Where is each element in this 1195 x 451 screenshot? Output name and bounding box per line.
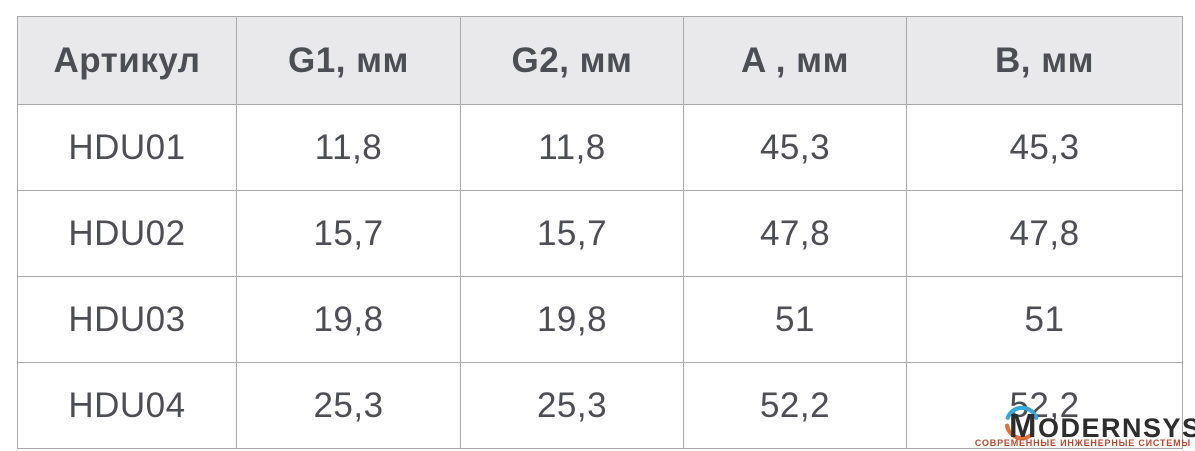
dimensions-table: Артикул G1, мм G2, мм A , мм B, мм HDU01…	[17, 16, 1183, 449]
table-header-row: Артикул G1, мм G2, мм A , мм B, мм	[17, 16, 1183, 105]
cell-a: 51	[683, 276, 907, 363]
modernsys-logo: MODERNSYS СОВРЕМЕННЫЕ ИНЖЕНЕРНЫЕ СИСТЕМЫ	[975, 401, 1195, 451]
column-header-g2: G2, мм	[460, 16, 684, 105]
logo-tagline: СОВРЕМЕННЫЕ ИНЖЕНЕРНЫЕ СИСТЕМЫ	[974, 438, 1191, 448]
column-header-article: Артикул	[17, 16, 237, 105]
cell-article: HDU03	[17, 276, 237, 363]
cell-g2: 25,3	[460, 362, 684, 449]
cell-b: 52,2	[906, 362, 1183, 449]
column-header-g1: G1, мм	[236, 16, 461, 105]
table-row: HDU02 15,7 15,7 47,8 47,8	[17, 190, 1183, 277]
table-row: HDU01 11,8 11,8 45,3 45,3	[17, 104, 1183, 191]
table-row: HDU03 19,8 19,8 51 51	[17, 276, 1183, 363]
cell-a: 52,2	[683, 362, 907, 449]
cell-b: 45,3	[906, 104, 1183, 191]
cell-g1: 19,8	[236, 276, 461, 363]
cell-g1: 11,8	[236, 104, 461, 191]
column-header-a: A , мм	[683, 16, 907, 105]
table-row: HDU04 25,3 25,3 52,2 52,2	[17, 362, 1183, 449]
logo-wordmark: MODERNSYS	[1009, 407, 1195, 444]
cell-b: 47,8	[906, 190, 1183, 277]
cell-g2: 19,8	[460, 276, 684, 363]
cell-article: HDU04	[17, 362, 237, 449]
cell-g1: 25,3	[236, 362, 461, 449]
cell-article: HDU02	[17, 190, 237, 277]
cell-g2: 15,7	[460, 190, 684, 277]
cell-b: 51	[906, 276, 1183, 363]
cell-a: 45,3	[683, 104, 907, 191]
logo-ring-icon	[1004, 405, 1039, 441]
column-header-b: B, мм	[906, 16, 1183, 105]
cell-g2: 11,8	[460, 104, 684, 191]
cell-a: 47,8	[683, 190, 907, 277]
cell-g1: 15,7	[236, 190, 461, 277]
cell-article: HDU01	[17, 104, 237, 191]
